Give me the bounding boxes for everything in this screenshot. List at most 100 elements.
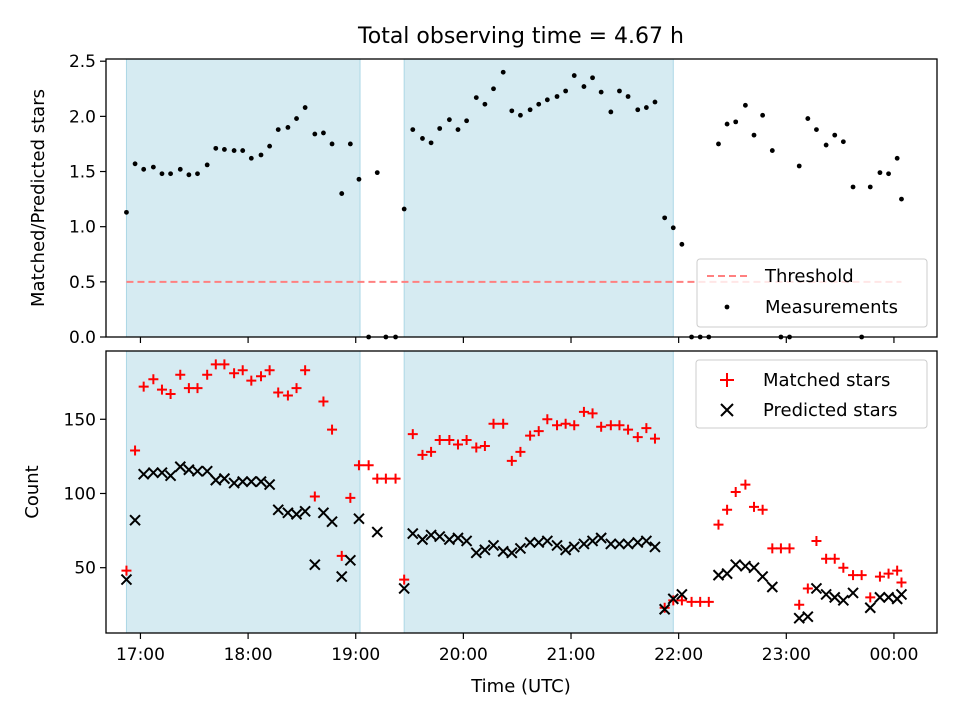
measurement-point	[850, 184, 856, 190]
ratio-legend: Threshold Measurements	[696, 258, 928, 328]
measurement-point	[213, 145, 219, 151]
matched-star-point	[300, 365, 311, 376]
y-tick-label: 0.0	[69, 328, 96, 348]
measurement-point	[248, 155, 254, 161]
predicted-star-point	[676, 588, 688, 601]
predicted-star-point	[756, 570, 769, 583]
matched-star-point	[237, 365, 248, 376]
measurement-point	[410, 127, 416, 133]
predicted-star-point	[317, 507, 330, 519]
measurement-point	[195, 171, 200, 177]
predicted-star-point	[460, 535, 473, 547]
matched-star-point	[775, 543, 786, 554]
predicted-star-point	[245, 475, 258, 488]
measurement-point	[428, 140, 434, 146]
measurement-point	[437, 126, 443, 131]
matched-star-point	[138, 381, 149, 392]
matched-star-point	[874, 571, 885, 582]
predicted-star-point	[829, 591, 841, 604]
measurement-point	[643, 105, 649, 110]
matched-star-point	[256, 371, 267, 382]
predicted-star-point	[810, 582, 823, 595]
matched-star-point	[219, 359, 230, 370]
measurement-point	[823, 142, 829, 148]
predicted-star-point	[425, 529, 437, 541]
matched-star-point	[264, 365, 275, 376]
measurement-point	[329, 141, 335, 147]
matched-star-point	[578, 406, 589, 417]
predicted-star-point	[210, 474, 222, 486]
matched-star-point	[713, 519, 724, 530]
ratio-points	[124, 69, 904, 340]
matched-star-point	[488, 418, 499, 429]
matched-star-point	[498, 418, 509, 429]
matched-star-point	[165, 389, 176, 400]
x-axis-label: Time (UTC)	[470, 676, 571, 697]
x-tick-label: 00:00	[869, 645, 918, 665]
measurement-point	[124, 209, 129, 215]
measurement-point	[652, 99, 658, 105]
predicted-star-point	[721, 567, 733, 580]
legend-predicted-swatch	[720, 403, 734, 417]
matched-star-point	[632, 432, 643, 443]
matched-star-point	[417, 449, 428, 460]
observing-interval	[403, 350, 674, 634]
measurement-point	[724, 121, 730, 127]
measurement-point	[877, 170, 883, 176]
matched-star-point	[821, 553, 832, 564]
predicted-star-point	[766, 581, 779, 593]
matched-star-point	[802, 583, 813, 594]
observing-interval	[403, 58, 674, 338]
predicted-star-point	[433, 530, 446, 543]
matched-star-point	[434, 435, 445, 446]
matched-star-point	[525, 430, 536, 441]
measurement-point	[374, 170, 380, 176]
measurement-point	[186, 172, 192, 178]
predicted-star-point	[649, 541, 661, 553]
matched-star-point	[372, 473, 383, 484]
predicted-star-point	[748, 561, 760, 574]
predicted-star-point	[398, 582, 410, 595]
matched-star-point	[659, 602, 670, 613]
measurement-point	[464, 118, 470, 124]
matched-star-point	[883, 568, 894, 579]
measurement-point	[222, 147, 227, 152]
measurement-point	[500, 69, 506, 75]
matched-star-point	[461, 435, 472, 446]
measurement-point	[581, 84, 587, 89]
measurement-point	[894, 155, 900, 161]
x-tick-label: 22:00	[654, 645, 703, 665]
measurement-point	[312, 131, 318, 137]
measurement-point	[716, 141, 721, 147]
measurement-point	[132, 161, 138, 167]
predicted-star-point	[191, 465, 204, 477]
y-tick-label: 100	[64, 484, 96, 504]
x-tick-label: 20:00	[439, 645, 488, 665]
matched-star-point	[121, 565, 132, 576]
measurement-point	[751, 132, 757, 138]
predicted-star-point	[156, 466, 168, 479]
predicted-star-point	[326, 515, 338, 528]
predicted-star-point	[895, 588, 908, 601]
predicted-star-point	[595, 532, 607, 544]
predicted-star-point	[309, 559, 321, 571]
predicted-star-point	[416, 533, 429, 546]
measurement-point	[321, 130, 326, 136]
matched-star-point	[479, 440, 490, 451]
ratio-y-axis: 0.0 0.5 1.0 1.5 2.0 2.5	[69, 52, 106, 348]
y-tick-label: 2.0	[69, 107, 96, 127]
matched-star-point	[130, 445, 141, 456]
matched-star-point	[380, 473, 391, 484]
matched-star-point	[686, 596, 697, 607]
predicted-star-point	[164, 469, 177, 482]
legend-measurement-swatch	[724, 304, 730, 310]
count-y-axis: 50 100 150	[64, 410, 106, 579]
matched-star-point	[471, 442, 482, 453]
matched-star-point	[784, 543, 795, 554]
measurement-point	[275, 127, 281, 133]
predicted-star-point	[129, 514, 141, 526]
measurement-point	[769, 148, 775, 153]
measurement-point	[159, 171, 165, 177]
predicted-star-point	[353, 513, 365, 525]
